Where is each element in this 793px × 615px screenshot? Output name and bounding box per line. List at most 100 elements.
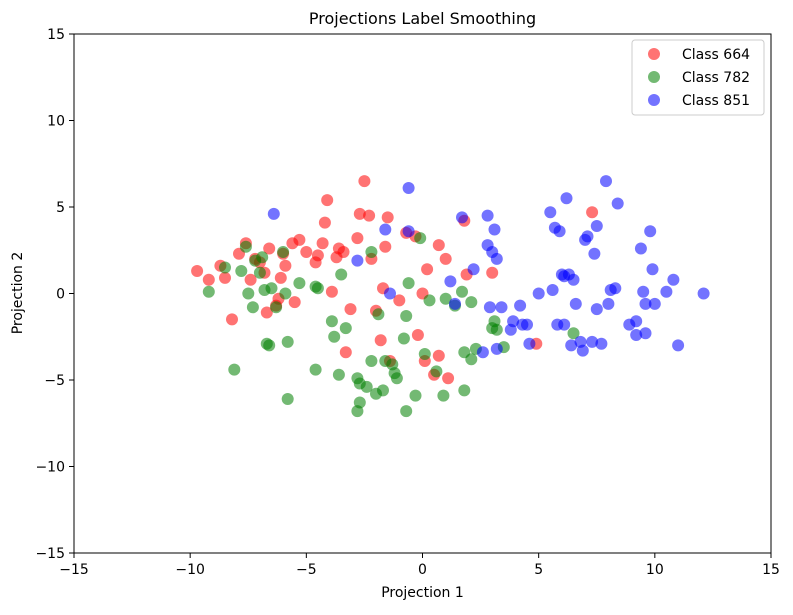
point-0-34 <box>353 207 366 220</box>
point-0-54 <box>439 252 452 265</box>
point-0-42 <box>381 211 394 224</box>
point-1-24 <box>328 330 341 343</box>
point-1-4 <box>239 240 252 253</box>
point-2-51 <box>609 282 622 295</box>
point-2-4 <box>402 182 415 194</box>
point-2-54 <box>630 315 643 328</box>
point-0-30 <box>337 246 350 258</box>
point-0-58 <box>486 266 499 279</box>
point-2-27 <box>546 284 559 296</box>
axes-layer: −15 −10 −5 0 5 10 15 −15 −10 −5 0 5 10 15 <box>35 27 779 578</box>
point-1-47 <box>414 232 427 245</box>
y-tick-label-3: 0 <box>56 287 65 303</box>
point-2-9 <box>467 263 480 276</box>
point-1-0 <box>202 285 215 298</box>
x-tick-label-1: −10 <box>175 562 205 578</box>
point-2-6 <box>444 275 457 288</box>
point-1-5 <box>242 287 255 300</box>
point-0-25 <box>318 216 331 229</box>
point-1-42 <box>397 332 410 345</box>
point-2-18 <box>495 301 508 314</box>
point-1-36 <box>372 308 385 321</box>
point-2-33 <box>558 318 571 331</box>
point-2-3 <box>384 287 396 300</box>
point-2-60 <box>644 225 657 238</box>
point-1-34 <box>365 355 378 367</box>
point-2-48 <box>600 175 612 188</box>
point-2-63 <box>660 285 673 298</box>
y-axis-label: Projection 2 <box>10 252 26 335</box>
y-tick-label-2: −5 <box>44 373 65 389</box>
point-1-9 <box>256 251 269 264</box>
point-2-46 <box>590 220 603 232</box>
legend: Class 664 Class 782 Class 851 <box>631 39 765 116</box>
x-tick-label-5: 10 <box>646 562 664 578</box>
point-1-19 <box>293 277 306 290</box>
legend-box <box>631 39 765 116</box>
point-1-6 <box>246 301 259 314</box>
point-1-32 <box>360 380 373 393</box>
point-1-54 <box>456 285 468 298</box>
point-0-35 <box>358 175 371 188</box>
point-2-58 <box>639 327 652 340</box>
point-2-24 <box>523 337 536 350</box>
point-2-17 <box>490 342 503 355</box>
series-0 <box>191 175 599 385</box>
legend-label-782: Class 782 <box>682 70 750 86</box>
point-2-57 <box>637 285 650 298</box>
point-1-57 <box>465 296 478 309</box>
point-2-55 <box>630 329 643 341</box>
point-0-32 <box>344 303 357 316</box>
point-2-34 <box>560 192 573 205</box>
y-tick-label-1: −10 <box>35 460 65 476</box>
point-1-46 <box>409 389 422 402</box>
point-2-62 <box>648 297 661 310</box>
point-2-15 <box>488 223 501 236</box>
point-1-8 <box>253 266 266 279</box>
point-2-25 <box>532 287 545 300</box>
point-1-26 <box>335 268 348 281</box>
legend-marker-664 <box>648 48 660 60</box>
point-1-44 <box>400 405 413 418</box>
point-2-66 <box>697 287 710 300</box>
legend-marker-782 <box>648 71 660 83</box>
point-2-44 <box>588 247 601 260</box>
point-1-17 <box>281 335 294 348</box>
point-1-3 <box>235 265 248 277</box>
point-2-1 <box>351 254 364 267</box>
point-0-11 <box>260 306 273 319</box>
y-tick-label-0: −15 <box>35 546 65 562</box>
point-1-51 <box>437 389 450 402</box>
point-2-40 <box>576 344 589 357</box>
point-2-64 <box>667 273 680 286</box>
point-1-55 <box>458 384 471 397</box>
point-1-22 <box>311 282 324 295</box>
point-2-26 <box>544 206 557 219</box>
x-tick-label-6: 15 <box>762 562 780 578</box>
point-2-49 <box>602 297 615 310</box>
point-1-21 <box>309 363 322 376</box>
point-1-50 <box>430 365 443 378</box>
point-1-25 <box>332 368 345 381</box>
legend-marker-851 <box>648 94 660 106</box>
y-tick-label-6: 15 <box>47 27 65 43</box>
point-0-21 <box>300 246 313 258</box>
y-tick-label-4: 5 <box>56 200 65 216</box>
point-2-11 <box>481 209 494 222</box>
point-1-58 <box>465 353 478 366</box>
point-0-15 <box>274 271 287 284</box>
point-1-33 <box>365 246 378 258</box>
point-0-50 <box>421 263 434 276</box>
point-0-4 <box>226 313 238 326</box>
point-1-41 <box>390 372 403 385</box>
legend-label-664: Class 664 <box>682 47 750 63</box>
point-0-55 <box>442 372 455 385</box>
point-0-52 <box>432 239 445 252</box>
x-tick-label-2: −5 <box>296 562 317 578</box>
point-2-5 <box>402 225 415 238</box>
series-1 <box>202 232 580 418</box>
point-2-13 <box>483 301 496 314</box>
y-tick-label-5: 10 <box>47 114 65 130</box>
point-2-61 <box>646 263 659 276</box>
